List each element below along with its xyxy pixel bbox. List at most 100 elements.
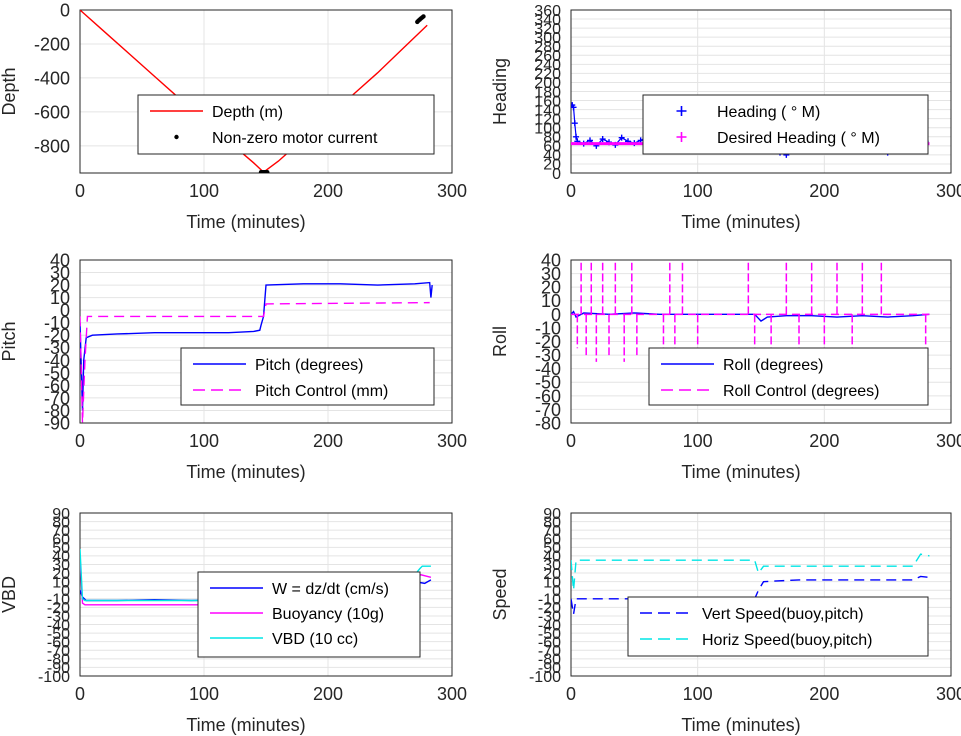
y-tick-label: -40 [535,359,561,379]
y-tick-label: 60 [543,139,561,156]
y-tick-label: 70 [52,523,70,540]
x-tick-label: 0 [566,431,576,451]
legend-swatch [676,106,687,116]
axes-frame [570,259,952,424]
y-tick-label: 20 [50,276,70,296]
x-tick-label: 300 [936,431,961,451]
y-tick-label: -10 [47,592,70,609]
y-tick-label: 10 [50,288,70,308]
y-tick-label: -50 [535,373,561,393]
y-tick-label: -80 [535,413,561,433]
motor-current-point [421,14,426,19]
y-tick-label: -800 [34,136,70,156]
legend-box [627,596,929,657]
legend-swatch [174,134,179,140]
legend-box [137,94,435,155]
x-axis-label: Time (minutes) [681,715,800,735]
y-tick-label: 70 [543,523,561,540]
heading-point [571,120,578,127]
axes-frame [570,512,952,677]
chart-roll: 0100200300-80-70-60-50-40-30-20-10010203… [490,250,961,482]
legend-label: Pitch (degrees) [255,357,364,374]
y-tick-label: -20 [535,332,561,352]
y-tick-label: -60 [535,386,561,406]
x-tick-label: 200 [313,181,343,201]
x-axis-label: Time (minutes) [186,212,305,232]
y-tick-label: 160 [534,93,561,110]
legend-label: Depth (m) [212,104,283,121]
y-tick-label: 0 [552,166,561,183]
y-tick-label: -50 [47,626,70,643]
y-tick-label: 10 [543,574,561,591]
x-tick-label: 100 [683,181,713,201]
legend-label: Buoyancy (10g) [272,606,384,623]
chart-depth: 0 100 200 300 -800 -600 -400 -200 0 Time (minutes… [0,0,467,232]
y-axis-label: Heading [490,58,510,125]
y-tick-label: 180 [534,84,561,101]
x-tick-label: 200 [809,181,839,201]
y-tick-label: 0 [552,583,561,600]
x-tick-label: 100 [189,684,219,704]
y-tick-label: 40 [543,549,561,566]
axes-frame [570,9,952,174]
y-tick-label: 360 [534,3,561,20]
x-tick-label: 200 [313,684,343,704]
y-axis-label: Roll [490,326,510,357]
legend-label: Non-zero motor current [212,130,378,147]
y-tick-label: 20 [52,566,70,583]
x-tick-label: 0 [566,181,576,201]
y-tick-label: -30 [535,346,561,366]
y-tick-label: 220 [534,66,561,83]
plot-area [571,553,930,615]
y-tick-label: 60 [543,531,561,548]
y-tick-label: 0 [551,305,561,325]
heading-point [571,104,577,111]
x-tick-label: 300 [936,181,961,201]
y-tick-label: -70 [535,400,561,420]
motor-current-point [265,169,270,173]
y-tick-label: 120 [534,111,561,128]
y-tick-label: 140 [534,102,561,119]
axes-frame [79,512,453,677]
chart-pitch: 0 100 200 300-90-80-70-60-50-40-30-20-10010… [0,250,467,482]
y-tick-label: 300 [534,30,561,47]
y-tick-label: 90 [543,506,561,523]
legend-label: Desired Heading ( ° M) [717,130,880,147]
x-tick-label: 100 [189,431,219,451]
y-tick-label: -60 [47,634,70,651]
legend-heading: Heading ( ° M) Desired Heading ( ° M) [642,94,929,155]
y-tick-label: -90 [538,660,561,677]
x-tick-label: 100 [683,431,713,451]
legend-label: Heading ( ° M) [717,104,820,121]
plot-area [80,281,433,423]
x-tick-label: 0 [75,431,85,451]
x-tick-label: 300 [437,181,467,201]
x-tick-label: 300 [437,431,467,451]
y-tick-label: -100 [38,669,70,686]
legend-label: VBD (10 cc) [272,631,358,648]
y-tick-label: -80 [44,401,70,421]
x-axis-label: Time (minutes) [186,715,305,735]
y-tick-label: -40 [47,617,70,634]
y-tick-label: -80 [47,652,70,669]
x-tick-label: 100 [189,181,219,201]
y-tick-label: 20 [543,566,561,583]
legend-speed: Vert Speed(buoy,pitch) Horiz Speed(buoy,p… [627,596,929,657]
x-tick-label: 0 [566,684,576,704]
y-tick-label: 30 [541,264,561,284]
legend-box [197,571,421,658]
y-tick-label: 50 [543,540,561,557]
legend-pitch: Pitch (degrees) Pitch Control (mm) [180,347,435,406]
y-tick-label: 10 [541,291,561,311]
legend-box [180,347,435,406]
y-tick-label: 10 [52,574,70,591]
chart-vbd: 0 100 200 300-100-90-80-70-60-50-40-30-20-1… [0,506,467,735]
y-tick-label: 40 [543,148,561,165]
legend-vbd: W = dz/dt (cm/s) Buoyancy (10g) VBD (10 cc… [197,571,421,658]
series-speed-0 [571,575,930,615]
x-tick-label: 200 [313,431,343,451]
x-tick-label: 100 [683,684,713,704]
legend-box [648,347,929,406]
y-tick-label: -60 [538,634,561,651]
